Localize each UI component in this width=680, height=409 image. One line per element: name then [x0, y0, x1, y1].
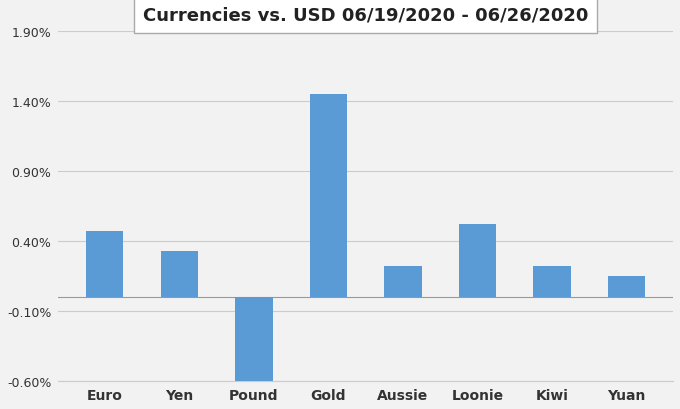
Bar: [160, 251, 198, 297]
Bar: [608, 276, 645, 297]
Title: Currencies vs. USD 06/19/2020 - 06/26/2020: Currencies vs. USD 06/19/2020 - 06/26/20…: [143, 7, 588, 25]
Bar: [86, 232, 124, 297]
Bar: [459, 225, 496, 297]
Bar: [384, 267, 422, 297]
Bar: [533, 267, 571, 297]
Bar: [310, 95, 347, 297]
Bar: [235, 297, 273, 384]
